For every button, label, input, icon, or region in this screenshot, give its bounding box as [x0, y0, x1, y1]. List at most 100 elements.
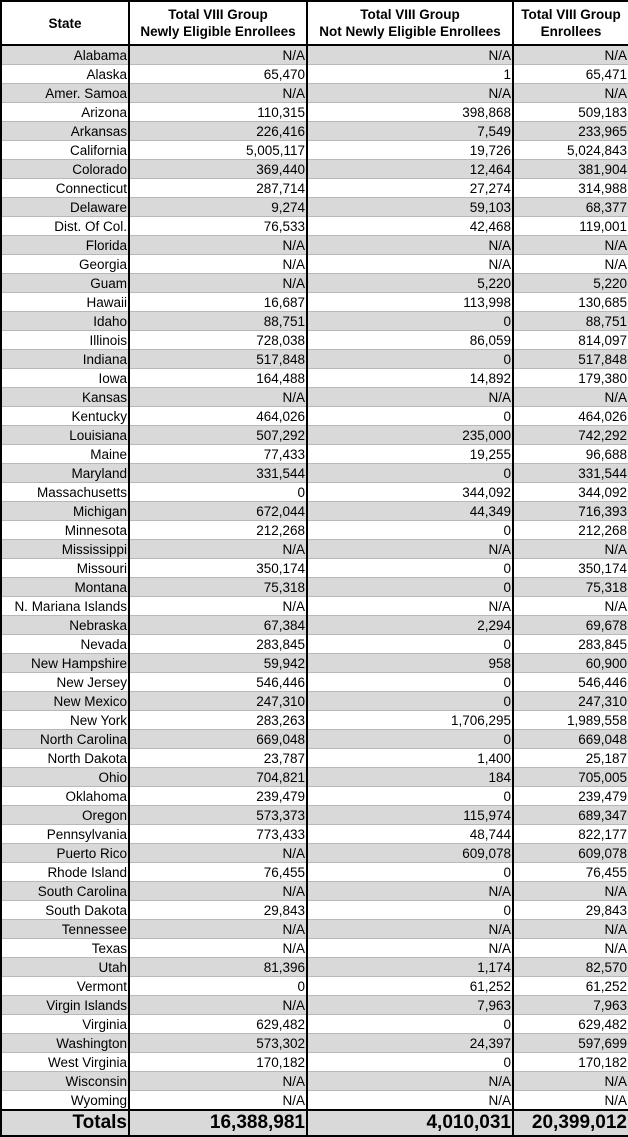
newly-eligible-cell: 0 [128, 482, 308, 502]
total-cell: N/A [512, 919, 628, 939]
table-row: Amer. Samoa N/A N/A N/A [0, 83, 628, 103]
header-not-newly-eligible: Total VIII Group Not Newly Eligible Enrol… [306, 0, 514, 46]
not-newly-eligible-cell: 7,549 [306, 121, 514, 141]
total-cell: 546,446 [512, 672, 628, 692]
not-newly-eligible-cell: 2,294 [306, 615, 514, 635]
state-cell: Illinois [0, 330, 130, 350]
header-newly-eligible: Total VIII Group Newly Eligible Enrollees [128, 0, 308, 46]
state-cell: Michigan [0, 501, 130, 521]
newly-eligible-cell: 287,714 [128, 178, 308, 198]
newly-eligible-cell: 76,533 [128, 216, 308, 236]
table-row: Iowa 164,488 14,892 179,380 [0, 368, 628, 388]
table-row: Michigan 672,044 44,349 716,393 [0, 501, 628, 521]
state-cell: Guam [0, 273, 130, 293]
not-newly-eligible-cell: N/A [306, 387, 514, 407]
total-cell: 597,699 [512, 1033, 628, 1053]
not-newly-eligible-cell: N/A [306, 919, 514, 939]
state-cell: South Dakota [0, 900, 130, 920]
newly-eligible-cell: N/A [128, 919, 308, 939]
total-cell: 283,845 [512, 634, 628, 654]
not-newly-eligible-cell: 1 [306, 64, 514, 84]
not-newly-eligible-cell: 958 [306, 653, 514, 673]
total-cell: N/A [512, 387, 628, 407]
table-row: South Dakota 29,843 0 29,843 [0, 900, 628, 920]
totals-newly-eligible: 16,388,981 [128, 1109, 308, 1137]
total-cell: 96,688 [512, 444, 628, 464]
total-cell: 82,570 [512, 957, 628, 977]
state-cell: Iowa [0, 368, 130, 388]
not-newly-eligible-cell: 24,397 [306, 1033, 514, 1053]
newly-eligible-cell: 9,274 [128, 197, 308, 217]
newly-eligible-cell: 507,292 [128, 425, 308, 445]
table-row: Washington 573,302 24,397 597,699 [0, 1033, 628, 1053]
total-cell: 65,471 [512, 64, 628, 84]
newly-eligible-cell: 247,310 [128, 691, 308, 711]
total-cell: 716,393 [512, 501, 628, 521]
not-newly-eligible-cell: 5,220 [306, 273, 514, 293]
header-row: State Total VIII Group Newly Eligible Enr… [0, 0, 628, 46]
total-cell: 25,187 [512, 748, 628, 768]
newly-eligible-cell: 110,315 [128, 102, 308, 122]
state-cell: Idaho [0, 311, 130, 331]
state-cell: New Jersey [0, 672, 130, 692]
newly-eligible-cell: 672,044 [128, 501, 308, 521]
total-cell: 1,989,558 [512, 710, 628, 730]
state-cell: Mississippi [0, 539, 130, 559]
total-cell: N/A [512, 235, 628, 255]
state-cell: Alaska [0, 64, 130, 84]
state-cell: Wisconsin [0, 1071, 130, 1091]
state-cell: California [0, 140, 130, 160]
total-cell: 464,026 [512, 406, 628, 426]
table-row: Oklahoma 239,479 0 239,479 [0, 786, 628, 806]
state-cell: Ohio [0, 767, 130, 787]
state-cell: Dist. Of Col. [0, 216, 130, 236]
total-cell: N/A [512, 539, 628, 559]
newly-eligible-cell: N/A [128, 881, 308, 901]
not-newly-eligible-cell: 0 [306, 577, 514, 597]
not-newly-eligible-cell: 0 [306, 862, 514, 882]
total-cell: 130,685 [512, 292, 628, 312]
not-newly-eligible-cell: 0 [306, 900, 514, 920]
newly-eligible-cell: 0 [128, 976, 308, 996]
state-cell: Nebraska [0, 615, 130, 635]
state-cell: Kentucky [0, 406, 130, 426]
table-row: Georgia N/A N/A N/A [0, 254, 628, 274]
total-cell: 517,848 [512, 349, 628, 369]
newly-eligible-cell: 212,268 [128, 520, 308, 540]
newly-eligible-cell: N/A [128, 539, 308, 559]
state-cell: Vermont [0, 976, 130, 996]
table-row: North Dakota 23,787 1,400 25,187 [0, 748, 628, 768]
not-newly-eligible-cell: 61,252 [306, 976, 514, 996]
newly-eligible-cell: 81,396 [128, 957, 308, 977]
table-row: Pennsylvania 773,433 48,744 822,177 [0, 824, 628, 844]
total-cell: 179,380 [512, 368, 628, 388]
table-row: New Hampshire 59,942 958 60,900 [0, 653, 628, 673]
table-row: Mississippi N/A N/A N/A [0, 539, 628, 559]
table-row: Dist. Of Col. 76,533 42,468 119,001 [0, 216, 628, 236]
not-newly-eligible-cell: 398,868 [306, 102, 514, 122]
newly-eligible-cell: 59,942 [128, 653, 308, 673]
total-cell: 5,220 [512, 273, 628, 293]
table-row: Ohio 704,821 184 705,005 [0, 767, 628, 787]
table-row: Utah 81,396 1,174 82,570 [0, 957, 628, 977]
table-row: Montana 75,318 0 75,318 [0, 577, 628, 597]
total-cell: 629,482 [512, 1014, 628, 1034]
state-cell: Connecticut [0, 178, 130, 198]
newly-eligible-cell: N/A [128, 387, 308, 407]
table-row: Massachusetts 0 344,092 344,092 [0, 482, 628, 502]
newly-eligible-cell: 76,455 [128, 862, 308, 882]
state-cell: Maryland [0, 463, 130, 483]
total-cell: 331,544 [512, 463, 628, 483]
not-newly-eligible-cell: N/A [306, 881, 514, 901]
state-cell: Minnesota [0, 520, 130, 540]
state-cell: Kansas [0, 387, 130, 407]
table-row: Maryland 331,544 0 331,544 [0, 463, 628, 483]
total-cell: 76,455 [512, 862, 628, 882]
total-cell: 170,182 [512, 1052, 628, 1072]
state-cell: Oklahoma [0, 786, 130, 806]
state-cell: Arkansas [0, 121, 130, 141]
state-cell: Hawaii [0, 292, 130, 312]
newly-eligible-cell: 77,433 [128, 444, 308, 464]
table-row: Rhode Island 76,455 0 76,455 [0, 862, 628, 882]
